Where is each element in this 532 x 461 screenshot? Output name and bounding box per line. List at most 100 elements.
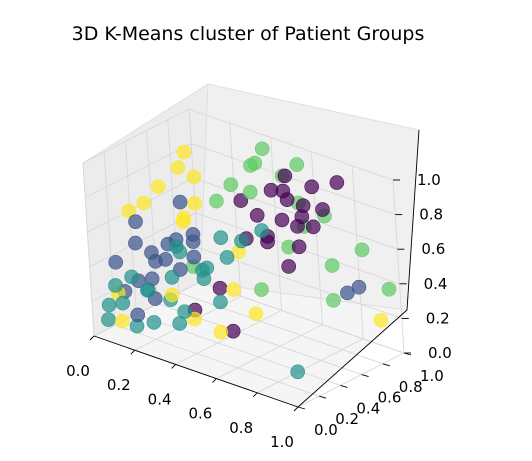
y-tick-label-1: 0.2 [335, 410, 359, 428]
z-tick-label-0: 0.0 [428, 344, 452, 362]
data-point-cluster-0-17 [225, 323, 241, 339]
data-point-cluster-2-15 [213, 230, 229, 246]
data-point-cluster-2-6 [146, 315, 162, 330]
x-tick-label-2: 0.4 [148, 390, 172, 408]
data-point-cluster-3-12 [242, 184, 258, 200]
gridline-back-z-4 [191, 143, 396, 216]
data-point-cluster-3-2 [223, 177, 239, 192]
data-point-cluster-4-0 [150, 179, 166, 194]
data-point-cluster-1-3 [108, 254, 123, 270]
data-point-cluster-4-2 [136, 195, 152, 211]
data-point-cluster-4-1 [170, 160, 186, 175]
data-point-cluster-0-13 [294, 209, 310, 224]
gridline-floor-x-2 [175, 309, 282, 365]
data-point-cluster-2-11 [219, 250, 235, 265]
data-point-cluster-0-15 [212, 280, 228, 296]
data-point-cluster-2-13 [177, 304, 192, 319]
data-point-cluster-2-19 [213, 294, 228, 310]
y-tick-mark-3 [361, 374, 369, 378]
z-tick-label-1: 0.2 [426, 309, 450, 327]
z-tick-label-2: 0.4 [424, 275, 448, 293]
x-tick-label-4: 0.8 [229, 419, 253, 437]
data-point-cluster-4-4 [121, 203, 137, 219]
gridline-floor-y-2 [136, 313, 341, 386]
data-point-cluster-0-14 [275, 183, 291, 199]
z-tick-label-4: 0.8 [419, 206, 443, 224]
data-point-cluster-4-14 [176, 210, 192, 226]
data-point-cluster-3-11 [324, 258, 340, 273]
data-point-cluster-3-9 [354, 242, 370, 258]
x-tick-label-1: 0.2 [107, 376, 131, 394]
y-tick-label-5: 1.0 [420, 367, 444, 385]
gridline-left-z-4 [84, 143, 192, 199]
right-back-pane [199, 83, 420, 311]
gridline-floor-x-3 [216, 324, 323, 380]
data-point-cluster-0-8 [233, 193, 249, 208]
gridline-left-z-0 [93, 281, 201, 337]
gridline-floor-x-4 [256, 338, 364, 394]
x-tick-mark-3 [212, 378, 217, 383]
axis-lines [93, 129, 420, 408]
x-tick-mark-4 [252, 392, 258, 398]
tick-labels: 0.00.20.40.60.81.00.00.20.40.60.81.00.00… [66, 171, 452, 451]
gridline-back-x-5 [392, 179, 405, 354]
data-point-cluster-3-6 [209, 193, 224, 209]
data-point-cluster-1-18 [130, 307, 146, 323]
data-point-cluster-1-19 [186, 249, 202, 265]
data-point-cluster-4-15 [373, 312, 389, 328]
data-point-cluster-1-14 [158, 252, 173, 267]
data-point-cluster-4-3 [186, 169, 202, 185]
x-tick-mark-1 [130, 349, 136, 355]
data-point-cluster-0-20 [315, 202, 330, 217]
data-point-cluster-3-5 [289, 157, 305, 172]
data-point-cluster-0-18 [281, 259, 297, 274]
z-tick-label-3: 0.6 [421, 240, 445, 258]
data-point-cluster-3-4 [247, 155, 263, 171]
y-tick-mark-2 [340, 384, 348, 388]
data-point-cluster-2-16 [234, 233, 249, 249]
data-point-cluster-2-0 [115, 295, 131, 311]
data-point-cluster-2-17 [124, 269, 139, 285]
data-point-cluster-2-1 [140, 282, 155, 298]
data-point-cluster-0-9 [291, 239, 307, 255]
data-point-cluster-0-4 [249, 208, 265, 223]
x-tick-label-0: 0.0 [66, 362, 90, 380]
data-point-cluster-4-13 [248, 306, 264, 322]
chart-title: 3D K-Means cluster of Patient Groups [72, 23, 425, 45]
y-tick-mark-0 [297, 406, 306, 410]
data-point-cluster-1-0 [128, 235, 143, 251]
data-point-cluster-0-2 [304, 179, 320, 195]
data-point-cluster-4-17 [226, 282, 241, 297]
gridline-floor-x-5 [297, 352, 405, 408]
data-point-cluster-1-8 [128, 214, 143, 229]
data-point-cluster-4-6 [176, 144, 192, 160]
data-point-cluster-2-22 [101, 297, 117, 313]
data-point-cluster-4-8 [115, 313, 130, 329]
data-point-cluster-2-21 [290, 364, 306, 380]
data-point-cluster-3-16 [254, 282, 269, 297]
data-points [101, 141, 397, 380]
z-axis-line [406, 129, 420, 311]
gridline-back-x-1 [229, 123, 242, 297]
x-tick-label-5: 1.0 [270, 433, 294, 451]
data-point-cluster-1-17 [172, 194, 188, 210]
data-point-cluster-0-10 [277, 168, 293, 184]
data-point-cluster-2-18 [254, 223, 270, 238]
y-tick-label-3: 0.6 [378, 389, 402, 407]
data-point-cluster-3-17 [326, 293, 341, 308]
data-point-cluster-4-11 [164, 287, 180, 303]
data-point-cluster-2-3 [164, 269, 180, 285]
data-point-cluster-0-7 [329, 175, 345, 190]
z-tick-label-5: 1.0 [417, 171, 441, 189]
data-point-cluster-2-12 [108, 278, 123, 293]
data-point-cluster-3-13 [254, 141, 270, 157]
gridline-left-y-0 [82, 162, 95, 337]
data-point-cluster-1-12 [185, 227, 201, 242]
data-point-cluster-4-5 [187, 195, 202, 211]
data-point-cluster-2-9 [199, 260, 215, 276]
data-point-cluster-2-20 [168, 239, 184, 254]
y-tick-label-4: 0.8 [399, 378, 423, 396]
data-point-cluster-1-15 [340, 285, 355, 301]
data-point-cluster-4-10 [213, 324, 229, 340]
